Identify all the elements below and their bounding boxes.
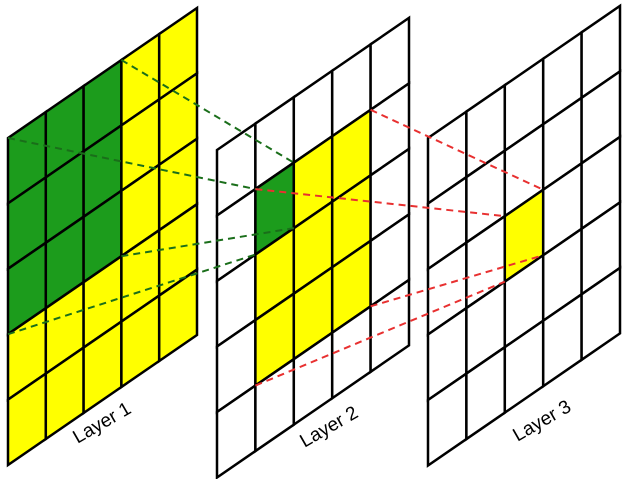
links — [7, 59, 544, 387]
grids — [6, 3, 622, 479]
connection-line — [121, 227, 294, 258]
connection-line — [255, 188, 505, 218]
connection-line — [120, 59, 295, 164]
connection-line — [7, 137, 256, 191]
connection-line — [370, 108, 544, 191]
connection-line — [370, 254, 544, 308]
grid-cell — [580, 265, 622, 363]
connection-line — [255, 280, 506, 387]
grid-cell — [369, 277, 411, 375]
connection-line — [7, 253, 256, 336]
